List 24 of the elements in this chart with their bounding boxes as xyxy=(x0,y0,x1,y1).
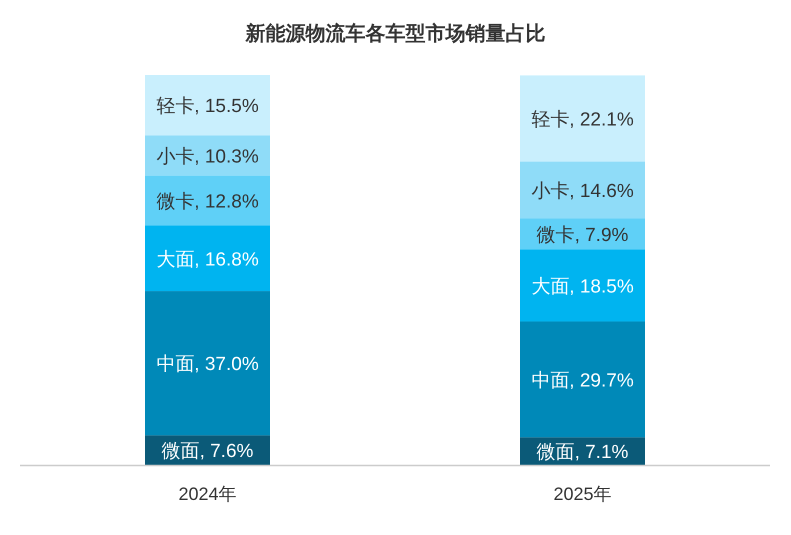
x-tick-label: 2025年 xyxy=(553,484,612,504)
data-label: 中面, 37.0% xyxy=(156,354,259,376)
bar xyxy=(145,226,270,292)
bar xyxy=(520,321,645,438)
data-label: 大面, 16.8% xyxy=(156,249,259,270)
data-label: 小卡, 14.6% xyxy=(531,181,634,202)
data-label: 微面, 7.6% xyxy=(162,441,254,462)
data-label: 大面, 18.5% xyxy=(531,276,634,298)
data-label: 中面, 29.7% xyxy=(531,370,634,392)
bar xyxy=(145,135,270,176)
data-label: 微卡, 12.8% xyxy=(156,192,259,213)
bar xyxy=(145,75,270,136)
data-label: 轻卡, 22.1% xyxy=(531,109,634,130)
x-tick-label: 2024年 xyxy=(178,484,237,504)
bar xyxy=(520,75,645,162)
data-label: 微卡, 7.9% xyxy=(536,224,629,246)
bar xyxy=(520,249,645,322)
bar xyxy=(520,162,645,219)
data-label: 小卡, 10.3% xyxy=(156,146,259,168)
data-label: 微面, 7.1% xyxy=(536,442,629,464)
bar xyxy=(145,291,270,436)
chart-title: 新能源物流车各车型市场销量占比 xyxy=(244,22,546,45)
data-label: 轻卡, 15.5% xyxy=(156,96,259,118)
bar xyxy=(145,176,270,226)
